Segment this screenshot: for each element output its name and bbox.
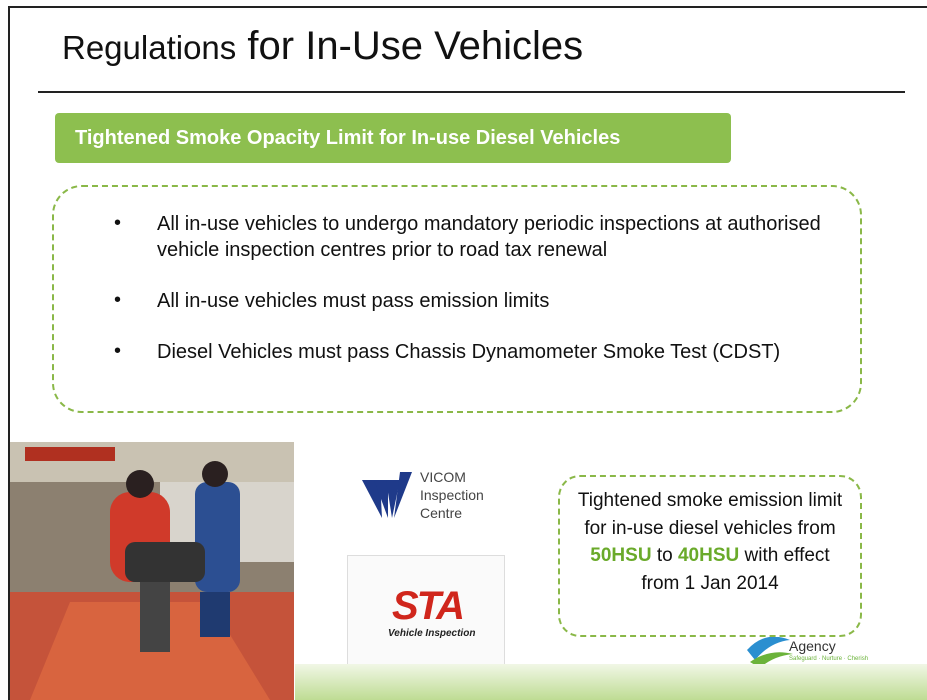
inspection-photo (10, 442, 294, 700)
photo-drawing (10, 442, 294, 700)
callout-text: Tightened smoke emission limit for in-us… (578, 490, 842, 539)
logo-tagline: Safeguard · Nurture · Cherish (789, 656, 868, 662)
logo-text: VICOM (420, 468, 484, 486)
bullet-symbol: • (114, 212, 121, 235)
slide: Regulations for In-Use Vehicles Tightene… (0, 0, 927, 700)
logo-text: Agency (789, 638, 836, 654)
callout-highlight: 40HSU (678, 545, 739, 566)
bullet-text: All in-use vehicles must pass emission l… (157, 288, 847, 314)
bullet-box: • All in-use vehicles to undergo mandator… (52, 185, 862, 413)
bullet-text: Diesel Vehicles must pass Chassis Dynamo… (157, 339, 847, 365)
slide-title: Regulations for In-Use Vehicles (62, 24, 583, 69)
logo-text: Vehicle Inspection (388, 628, 475, 639)
vicom-logo: VICOM Inspection Centre (360, 468, 500, 528)
callout-text: to (657, 545, 673, 566)
section-banner: Tightened Smoke Opacity Limit for In-use… (55, 113, 731, 163)
bullet-text: All in-use vehicles to undergo mandatory… (157, 211, 847, 263)
logo-text: Centre (420, 504, 484, 522)
sta-logo: STA Vehicle Inspection (347, 555, 505, 665)
logo-text: STA (392, 584, 463, 629)
callout-highlight: 50HSU (590, 545, 651, 566)
title-rule (38, 91, 905, 93)
logo-text: Inspection (420, 486, 484, 504)
title-part: for In-Use Vehicles (247, 24, 583, 68)
callout-box: Tightened smoke emission limit for in-us… (558, 475, 862, 637)
bullet-symbol: • (114, 289, 121, 312)
title-part: Regulations (62, 29, 236, 66)
bullet-symbol: • (114, 340, 121, 363)
footer-bar (295, 664, 927, 700)
